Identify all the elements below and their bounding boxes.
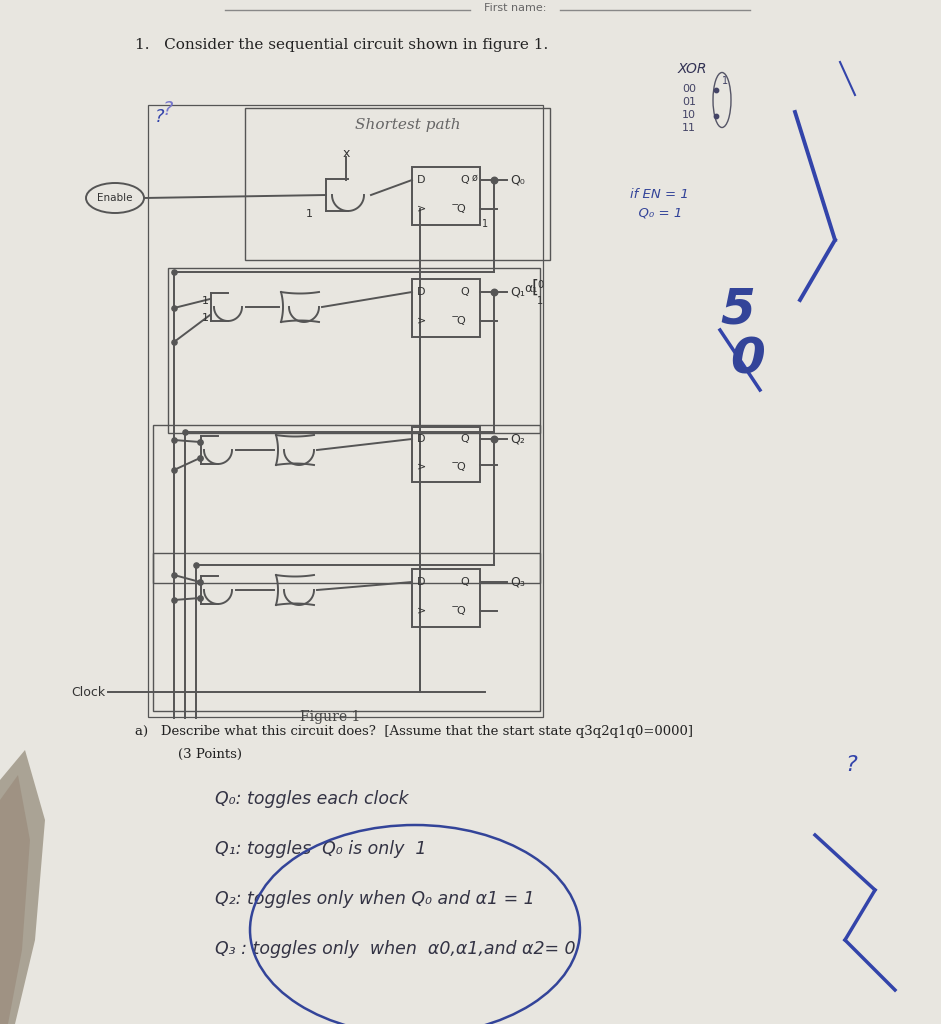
Point [167, 567, 182, 584]
Point [193, 573, 208, 590]
Bar [412, 427, 480, 482]
Text: 1: 1 [202, 313, 209, 323]
Text: ̅Q: ̅Q [458, 204, 467, 214]
Text: ?: ? [155, 108, 165, 126]
Text: Shortest path: Shortest path [355, 118, 461, 132]
Point [167, 334, 182, 350]
Bar [412, 167, 480, 225]
Point [486, 284, 502, 300]
Text: ̅Q: ̅Q [458, 315, 467, 326]
Text: ?: ? [163, 100, 173, 119]
Text: 0: 0 [537, 280, 543, 290]
Text: Q₁: Q₁ [510, 286, 525, 299]
Point [193, 450, 208, 466]
Text: ?: ? [845, 755, 856, 775]
Text: First name:: First name: [484, 3, 546, 13]
Bar [168, 268, 540, 433]
Text: 5: 5 [720, 285, 755, 333]
Point [193, 434, 208, 451]
Point [193, 590, 208, 606]
Point [709, 108, 724, 124]
Text: Q₂: toggles only when Q₀ and α1 = 1: Q₂: toggles only when Q₀ and α1 = 1 [215, 890, 534, 908]
Text: >: > [417, 462, 426, 472]
Text: if EN = 1: if EN = 1 [630, 188, 689, 201]
Text: 11: 11 [682, 123, 696, 133]
Text: Q: Q [460, 577, 469, 587]
Text: Q: Q [460, 287, 469, 297]
Text: >: > [417, 204, 426, 214]
Text: (3 Points): (3 Points) [178, 748, 242, 761]
Text: 1: 1 [306, 209, 313, 219]
Text: Q₂: Q₂ [510, 432, 525, 445]
Text: D: D [417, 175, 425, 184]
Text: Enable: Enable [97, 193, 133, 203]
Bar [412, 569, 480, 627]
Text: 1: 1 [202, 296, 209, 306]
Text: 0: 0 [730, 335, 765, 383]
Text: Q₀: toggles each clock: Q₀: toggles each clock [215, 790, 408, 808]
Bar [245, 108, 550, 260]
Point [167, 264, 182, 281]
Text: D: D [417, 287, 425, 297]
Text: 10: 10 [682, 110, 696, 120]
Text: 1: 1 [537, 296, 543, 306]
Point [167, 432, 182, 449]
Text: Q₃: Q₃ [510, 575, 525, 589]
Text: Q₀: Q₀ [510, 173, 525, 186]
Text: ̅Q: ̅Q [458, 462, 467, 472]
Polygon shape [0, 775, 30, 1024]
Text: x: x [343, 147, 350, 160]
Point [709, 82, 724, 98]
Text: D: D [417, 577, 425, 587]
Text: >: > [417, 606, 426, 615]
Text: D: D [417, 434, 425, 444]
Text: 1: 1 [722, 76, 728, 86]
Polygon shape [0, 750, 45, 1024]
Bar [412, 279, 480, 337]
Text: a)   Describe what this circuit does?  [Assume that the start state q3q2q1q0=000: a) Describe what this circuit does? [Ass… [135, 725, 693, 738]
Text: Q: Q [460, 434, 469, 444]
Point [486, 431, 502, 447]
Bar [153, 553, 540, 711]
Text: Q₃ : toggles only  when  α0,α1,and α2= 0: Q₃ : toggles only when α0,α1,and α2= 0 [215, 940, 576, 958]
Text: α₁: α₁ [524, 282, 537, 295]
Point [188, 557, 203, 573]
Point [167, 462, 182, 478]
Text: ø: ø [472, 173, 478, 183]
Point [167, 592, 182, 608]
Text: 1: 1 [482, 219, 488, 229]
Text: Q₁: toggles  Q₀ is only  1: Q₁: toggles Q₀ is only 1 [215, 840, 426, 858]
Text: [: [ [532, 279, 539, 297]
Text: XOR: XOR [678, 62, 708, 76]
Bar [153, 425, 540, 583]
Text: Clock: Clock [71, 685, 105, 698]
Text: Q: Q [460, 175, 469, 184]
Bar [148, 105, 543, 717]
Point [486, 172, 502, 188]
Point [167, 300, 182, 316]
Text: ̅Q: ̅Q [458, 606, 467, 615]
Text: Q₀ = 1: Q₀ = 1 [630, 206, 682, 219]
Text: 01: 01 [682, 97, 696, 106]
Text: Figure 1: Figure 1 [300, 710, 360, 724]
Text: >: > [417, 315, 426, 326]
Text: 1.   Consider the sequential circuit shown in figure 1.: 1. Consider the sequential circuit shown… [135, 38, 549, 52]
Text: 00: 00 [682, 84, 696, 94]
Point [178, 424, 193, 440]
